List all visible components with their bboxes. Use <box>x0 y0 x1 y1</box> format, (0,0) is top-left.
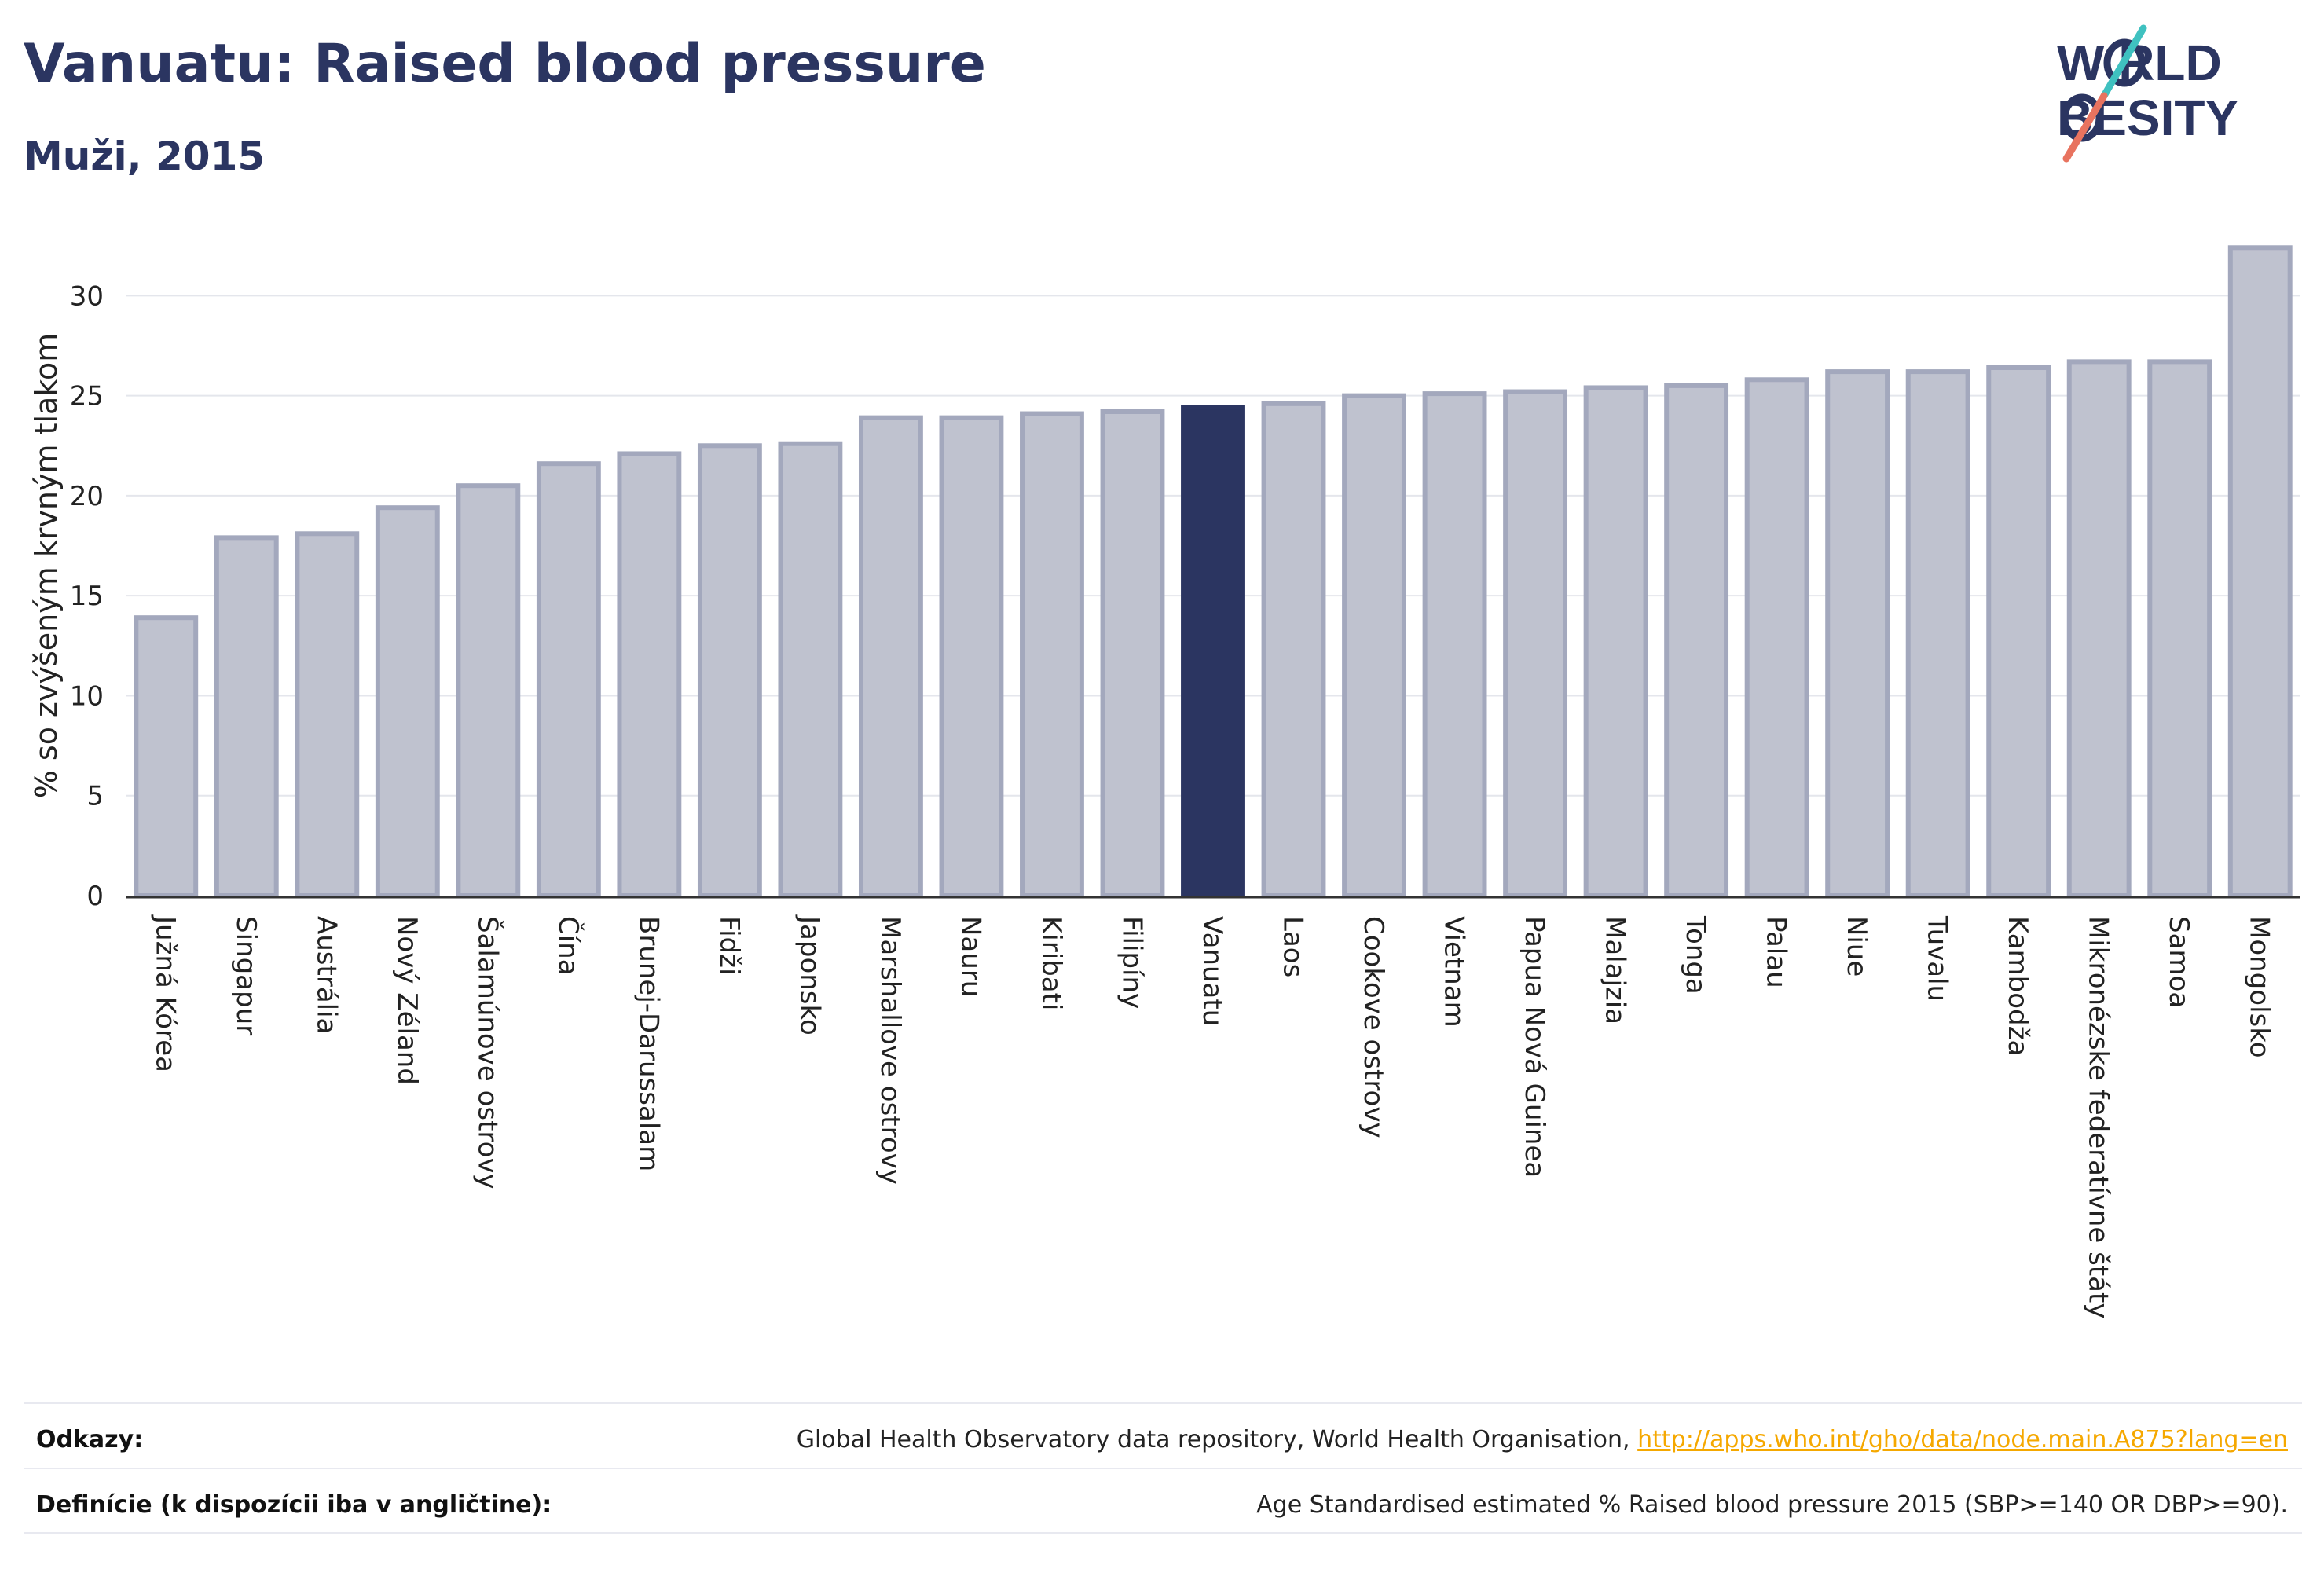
x-tick-label: Niue <box>1841 916 1872 977</box>
logo-slash-bottom <box>2062 92 2108 163</box>
sources-text: Global Health Observatory data repositor… <box>797 1426 2288 1453</box>
bar <box>536 461 601 898</box>
footer-divider-top <box>24 1402 2302 1404</box>
x-tick-label: Vanuatu <box>1197 916 1228 1026</box>
bar <box>1825 369 1890 899</box>
bar <box>1100 409 1165 898</box>
footer-divider-middle <box>24 1468 2302 1469</box>
y-tick-label: 25 <box>70 381 104 412</box>
definitions-label: Definície (k dispozícii iba v angličtine… <box>36 1491 552 1519</box>
x-tick-label: Kiribati <box>1036 916 1067 1010</box>
bar <box>1422 391 1487 899</box>
bar <box>295 531 360 898</box>
bar <box>2227 245 2293 899</box>
y-tick-label: 0 <box>86 881 104 912</box>
sources-description: Global Health Observatory data repositor… <box>796 1426 1630 1453</box>
bar <box>134 615 199 898</box>
bar <box>2147 359 2212 898</box>
x-tick-label: Šalamúnove ostrovy <box>471 916 504 1189</box>
sources-link[interactable]: http://apps.who.int/gho/data/node.main.A… <box>1637 1426 2288 1453</box>
bar <box>778 441 843 898</box>
bar <box>1583 385 1648 899</box>
x-tick-label: Filipíny <box>1116 916 1147 1009</box>
footer-divider-bottom <box>24 1532 2302 1534</box>
bar-chart: 0 5 10 15 20 25 30% so zvýšeným krvným tlakom J… <box>29 245 2300 1318</box>
bar <box>1342 393 1406 898</box>
bar <box>456 483 521 898</box>
x-tick-label: Južná Kórea <box>149 914 181 1072</box>
bar <box>1020 411 1084 898</box>
bar <box>1986 365 2051 898</box>
x-tick-label: Kambodža <box>2002 916 2033 1056</box>
x-tick-label: Samoa <box>2163 916 2194 1008</box>
bar <box>697 443 762 898</box>
x-tick-label: Tuvalu <box>1922 915 1953 1002</box>
world-obesity-logo: W RLD BESITY <box>2057 24 2238 163</box>
logo-o-letter <box>2103 38 2146 87</box>
x-tick-label: Japonsko <box>794 914 825 1035</box>
x-tick-label: Cookove ostrovy <box>1358 916 1389 1138</box>
bar <box>617 451 682 898</box>
x-tick-label: Malajzia <box>1600 916 1631 1024</box>
sources-label: Odkazy: <box>36 1426 144 1453</box>
x-tick-label: Tonga <box>1680 915 1711 995</box>
definitions-text: Age Standardised estimated % Raised bloo… <box>1256 1491 2288 1519</box>
x-tick-label: Mongolsko <box>2244 916 2275 1058</box>
y-tick-label: 10 <box>70 680 104 712</box>
logo-slash-top <box>2100 24 2147 100</box>
bar <box>1181 405 1245 898</box>
bar <box>1261 401 1326 898</box>
x-tick-label: Brunej-Darussalam <box>632 916 664 1171</box>
y-tick-label: 5 <box>86 781 104 812</box>
x-tick-label: Vietnam <box>1439 916 1470 1028</box>
x-tick-label: Austrália <box>310 916 342 1034</box>
x-tick-label: Mikronézske federatívne štáty <box>2083 916 2114 1318</box>
bar <box>214 535 279 898</box>
bar <box>1744 377 1809 899</box>
x-tick-label: Čína <box>552 916 585 976</box>
bar <box>375 505 440 898</box>
y-tick-label: 15 <box>70 581 104 612</box>
chart-subtitle: Muži, 2015 <box>24 134 266 179</box>
x-tick-label: Marshallove ostrovy <box>874 916 906 1185</box>
y-tick-label: 30 <box>70 280 104 312</box>
bar <box>858 415 923 898</box>
x-tick-label: Papua Nová Guinea <box>1519 916 1550 1178</box>
bar <box>1664 383 1729 898</box>
x-tick-label: Nauru <box>955 916 986 997</box>
x-tick-label: Fidži <box>713 916 745 975</box>
x-tick-label: Palau <box>1761 916 1792 988</box>
x-tick-label: Nový Zéland <box>391 916 423 1085</box>
y-axis-label: % so zvýšeným krvným tlakom <box>29 333 64 799</box>
bar <box>2066 359 2132 898</box>
x-tick-label: Singapur <box>230 916 262 1035</box>
bar <box>1503 389 1568 898</box>
y-tick-label: 20 <box>70 481 104 512</box>
bar <box>939 415 1004 898</box>
x-tick-label: Laos <box>1277 916 1309 977</box>
chart-title: Vanuatu: Raised blood pressure <box>24 33 986 95</box>
bar <box>1905 369 1970 899</box>
